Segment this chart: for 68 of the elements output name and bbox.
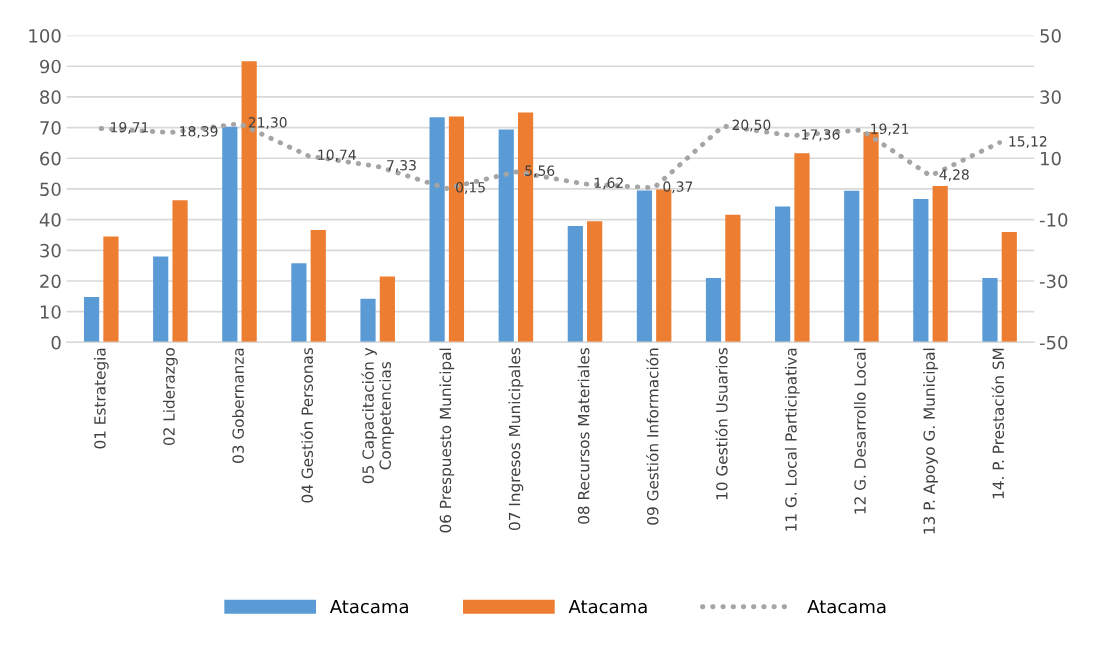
data-label: 0,37	[663, 181, 693, 194]
bar	[1001, 231, 1017, 343]
bar	[794, 153, 810, 343]
bar	[153, 256, 169, 343]
bar	[222, 126, 238, 343]
bar	[844, 190, 860, 343]
x-tick-label: 13 P. Apoyo G. Municipal	[923, 348, 938, 534]
bar	[982, 277, 998, 343]
bar	[705, 277, 722, 343]
y2-tick-label: -10	[1039, 213, 1068, 227]
bar	[636, 190, 653, 343]
x-tick-label: 10 Gestión Usuarios	[715, 347, 728, 500]
bar	[725, 214, 741, 343]
x-tick-label: 07 Ingresos Municipales	[508, 347, 524, 530]
x-tick-label: 05 Capacitación y Competencias	[361, 347, 394, 484]
y-tick-label: 30	[40, 243, 61, 258]
x-tick-label: 06 Prespuesto Municipal	[439, 348, 455, 533]
data-label: 19,21	[871, 123, 909, 136]
bar	[913, 199, 929, 343]
y-tick-label: 60	[40, 151, 61, 166]
x-tick-label: 09 Gestión Información	[646, 348, 659, 525]
bar	[172, 200, 188, 343]
data-label: 1,62	[594, 177, 623, 190]
y-tick-label: 70	[40, 121, 61, 135]
bar	[775, 206, 791, 343]
x-tick-label: 01 Estrategia	[93, 348, 109, 449]
y-tick-label: 50	[40, 182, 61, 197]
x-tick-label: 11 G. Local Participativa	[784, 348, 800, 531]
data-label: 20,50	[732, 119, 771, 132]
data-label: 18,39	[180, 126, 218, 138]
x-tick-label: 02 Liderazgo	[162, 348, 178, 446]
data-label: 19,71	[111, 122, 149, 134]
data-label: 10,74	[318, 149, 356, 162]
y2-tick-label: -50	[1039, 335, 1068, 350]
y-tick-label: 20	[40, 274, 61, 289]
bar	[310, 230, 326, 343]
y2-tick-label: 10	[1041, 151, 1061, 166]
bar	[567, 226, 583, 343]
bar	[429, 117, 445, 343]
y-tick-label: 40	[39, 213, 61, 227]
x-tick-label: 08 Recursos Materiales	[577, 347, 590, 524]
legend-label: Atacama	[568, 599, 647, 614]
y2-tick-label: -30	[1039, 274, 1068, 289]
y-tick-label: 10	[40, 305, 61, 319]
data-label: 17,36	[802, 129, 840, 142]
bar	[587, 221, 603, 343]
bar	[84, 296, 100, 343]
data-label: 7,33	[387, 159, 416, 172]
bar	[103, 236, 119, 343]
bar	[291, 263, 307, 343]
bar	[498, 129, 514, 343]
y-tick-label: 0	[51, 335, 61, 350]
x-tick-label: 04 Gestión Personas	[300, 347, 314, 503]
x-tick-label: 12 G. Desarrollo Local	[854, 348, 866, 514]
bar	[932, 185, 948, 343]
data-label: 4,28	[939, 169, 969, 182]
bar	[360, 298, 376, 343]
y2-tick-label: 50	[1040, 28, 1061, 43]
bar	[379, 276, 395, 343]
legend-label: Atacama	[807, 599, 886, 614]
y-tick-label: 90	[40, 59, 61, 74]
y-tick-label: 100	[29, 28, 61, 43]
legend-label: Atacama	[329, 599, 408, 614]
y2-tick-label: 30	[1040, 90, 1061, 105]
data-label: 15,12	[1009, 136, 1047, 149]
y-tick-label: 80	[40, 90, 61, 105]
x-tick-label: 03 Gobernanza	[232, 348, 244, 463]
x-tick-label: 14. P. Prestación SM	[991, 348, 1005, 499]
